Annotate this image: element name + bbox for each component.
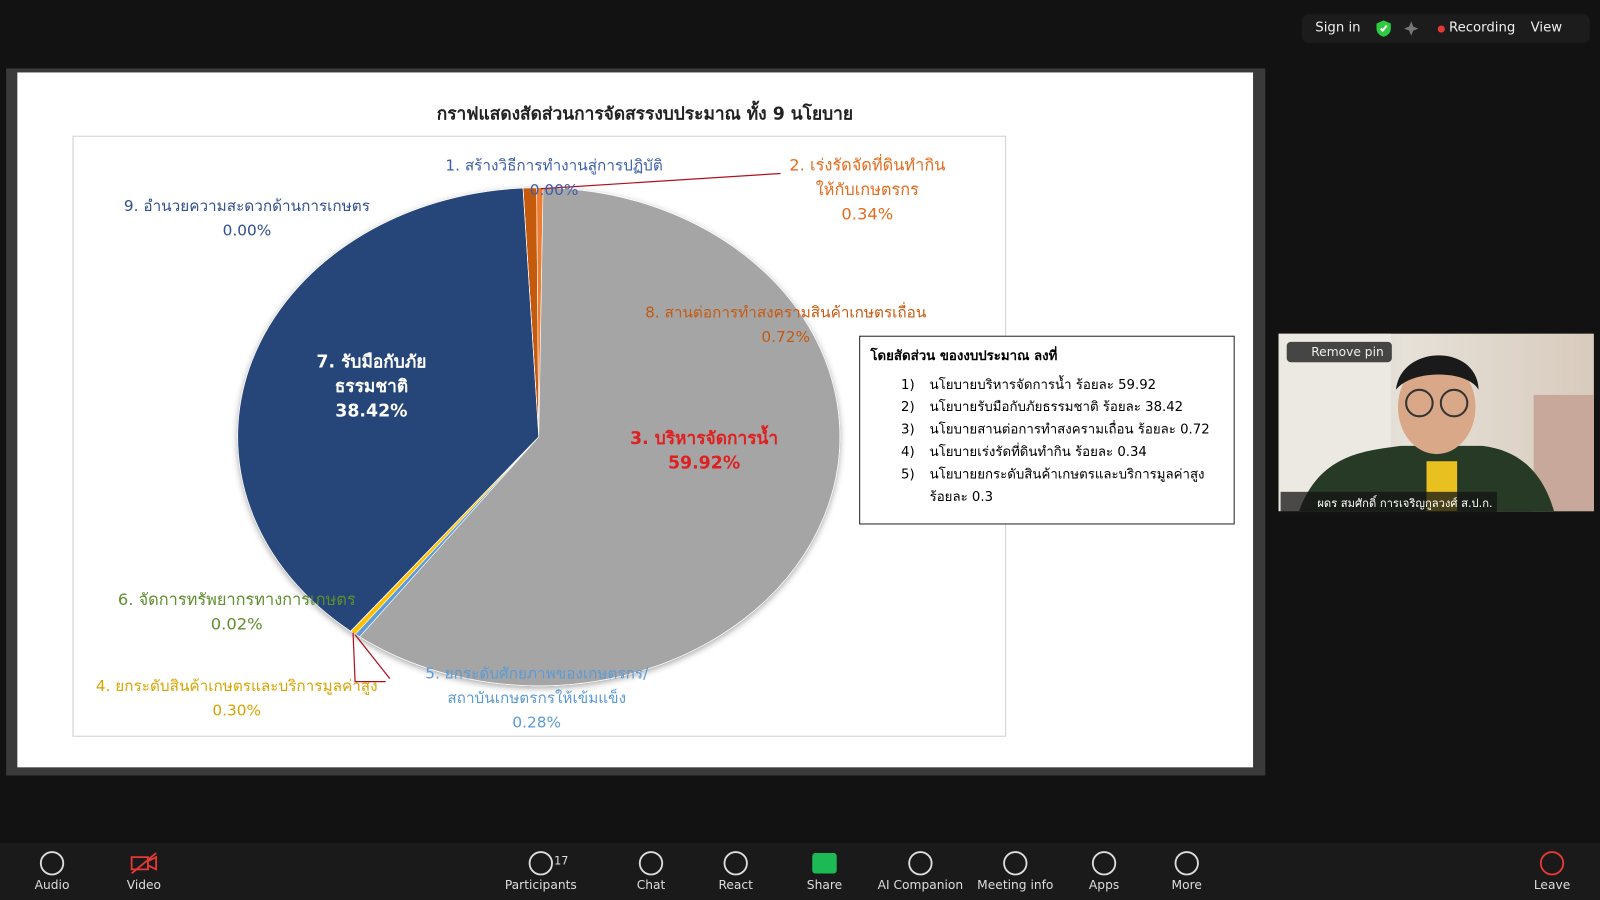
legend-marker: 5) [901,467,915,483]
top-bar [1302,14,1590,43]
participants-count: 17 [554,854,569,868]
slice-value-label: 59.92% [667,453,741,474]
sign-in[interactable]: Sign in [1315,20,1361,36]
legend-text: นโยบายรับมือกับภัยธรรมชาติ ร้อยละ 38.42 [929,399,1184,416]
slice-value-label: 0.02% [210,614,263,634]
slice-name: 2. เร่งรัดจัดที่ดินทำกินให้กับเกษตรกร [789,155,946,199]
pie-slice [359,187,841,686]
toolbar-button[interactable]: Apps [1088,877,1120,892]
legend-text: นโยบายบริหารจัดการน้ำ ร้อยละ 59.92 [929,377,1157,393]
video-icon [130,852,158,875]
slice-label: 8. สานต่อการทำสงครามสินค้าเกษตรเถื่อน 0.7… [617,300,954,349]
toolbar-button[interactable]: Audio [34,877,70,892]
toolbar-icons [39,851,1565,876]
legend-marker: 3) [901,422,915,438]
toolbar-button[interactable]: AI Companion [877,877,964,892]
slice-label: 6. จัดการทรัพยากรทางการเกษตร 0.02% [73,588,400,637]
toolbar-icon [1539,851,1565,876]
toolbar-icon [1174,851,1199,876]
toolbar-icon [638,851,664,876]
slice-name: 6. จัดการทรัพยากรทางการเกษตร [117,589,356,610]
slice-label: 7. รับมือกับภัยธรรมชาติ 38.42% [300,350,443,423]
slice-value-label: 0.30% [212,701,262,720]
recording: Recording [1448,20,1516,36]
toolbar-icon [908,851,933,876]
slice-value-label: 0.72% [761,327,811,346]
toolbar-button[interactable]: Meeting info [977,877,1054,892]
legend-title: โดยสัดส่วน ของงบประมาณ ลงที่ [870,348,1058,365]
slice-value-label: 0.00% [222,221,272,240]
toolbar-button[interactable]: React [718,877,753,892]
slice-name: 8. สานต่อการทำสงครามสินค้าเกษตรเถื่อน [645,303,927,322]
legend-marker: 4) [901,444,915,461]
slice-label: 3. บริหารจัดการน้ำ 59.92% [592,427,816,476]
slice-label: 5. ยกระดับศักยภาพของเกษตรกร/สถาบันเกษตรก… [404,661,669,734]
slice-label: 1. สร้างวิธีการทำงานสู่การปฏิบัติ 0.00% [391,153,718,202]
pie-slice [237,187,540,632]
video-tile: Remove pin ผดร สมศักดิ์ การเจริญกูลวงศ์ … [1278,333,1594,515]
toolbar-button[interactable]: Video [126,877,162,892]
view-button[interactable]: View [1530,20,1563,36]
toolbar-button[interactable]: Leave [1533,877,1571,892]
toolbar-icon [1003,851,1028,876]
leader-lines [352,172,781,683]
legend-text: นโยบายสานต่อการทำสงครามเถื่อน ร้อยละ 0.7… [929,422,1210,438]
legend-marker: 2) [901,399,915,416]
slice-name: 5. ยกระดับศักยภาพของเกษตรกร/สถาบันเกษตรก… [425,664,649,708]
slice-label: 4. ยกระดับสินค้าเกษตรและบริการมูลค่าสูง 0… [68,673,405,722]
slice-label: 9. อำนวยความสะดวกด้านการเกษตร 0.00% [84,194,411,243]
chart-title: กราฟแสดงสัดส่วนการจัดสรรงบประมาณ ทั้ง 9 … [436,104,854,125]
legend-marker: 1) [901,377,915,393]
toolbar [0,842,1600,900]
legend-text: นโยบายยกระดับสินค้าเกษตรและบริการมูลค่าส… [929,467,1205,506]
slice-name: 9. อำนวยความสะดวกด้านการเกษตร [123,196,370,216]
legend-text: นโยบายเร่งรัดที่ดินทำกิน ร้อยละ 0.34 [929,444,1147,461]
participant-name: ผดร สมศักดิ์ การเจริญกูลวงศ์ ส.ป.ก. [1280,491,1497,515]
slice-value-label: 0.34% [841,204,894,224]
slice-value-label: 38.42% [335,401,408,422]
slice-value-label: 0.28% [512,713,562,732]
slice-name: 1. สร้างวิธีการทำงานสู่การปฏิบัติ [445,156,663,175]
legend-box: โดยสัดส่วน ของงบประมาณ ลงที่ 1) นโยบายบริ… [859,335,1235,525]
slice-name: 3. บริหารจัดการน้ำ [630,428,779,449]
toolbar-button[interactable]: More [1171,877,1202,892]
toolbar-button[interactable]: Participants [504,877,577,892]
share-icon [812,853,837,874]
slice-name: 7. รับมือกับภัยธรรมชาติ [316,352,427,397]
toolbar-button[interactable]: Chat [636,877,666,892]
toolbar-icon [528,851,553,876]
slice-value-label: 0.00% [529,180,579,199]
toolbar-icon [1091,851,1117,876]
slice-label: 2. เร่งรัดจัดที่ดินทำกินให้กับเกษตรกร 0.3… [781,153,954,226]
toolbar-button[interactable]: Share [806,877,843,892]
remove-pin-button[interactable]: Remove pin [1286,341,1392,363]
toolbar-icon [723,851,748,876]
toolbar-icon [39,851,65,876]
slice-name: 4. ยกระดับสินค้าเกษตรและบริการมูลค่าสูง [95,676,378,695]
recording-dot [1437,25,1445,33]
status-icons [1376,20,1419,37]
